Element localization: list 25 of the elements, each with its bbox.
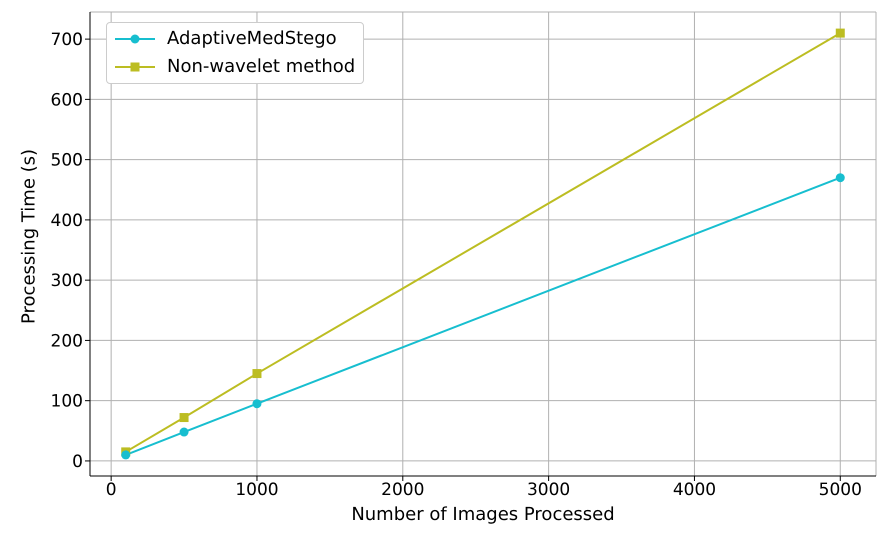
legend-label: Non-wavelet method [167, 55, 356, 79]
x-tick-label: 5000 [818, 480, 862, 500]
y-tick-label: 700 [50, 30, 83, 50]
y-tick-label: 100 [50, 392, 83, 412]
point [180, 428, 189, 437]
x-tick-label: 4000 [672, 480, 716, 500]
point [180, 413, 189, 422]
y-axis-title: Processing Time (s) [18, 148, 40, 324]
x-tick-label: 0 [106, 480, 117, 500]
point [252, 369, 262, 378]
y-tick-label: 300 [50, 271, 83, 292]
y-tick-label: 400 [50, 210, 83, 231]
x-tick-label: 1000 [235, 480, 279, 500]
point [836, 173, 845, 182]
y-tick-label: 0 [72, 452, 83, 472]
y-tick-label: 500 [50, 150, 83, 171]
point [836, 28, 845, 38]
y-tick-label: 600 [50, 90, 83, 110]
x-tick-label: 3000 [526, 480, 570, 500]
x-tick-label: 2000 [381, 480, 424, 500]
legend-label: AdaptiveMedStego [167, 27, 337, 51]
point [121, 450, 130, 460]
x-axis-title: Number of Images Processed [351, 504, 615, 525]
y-tick-label: 200 [50, 331, 83, 352]
point [252, 399, 262, 408]
